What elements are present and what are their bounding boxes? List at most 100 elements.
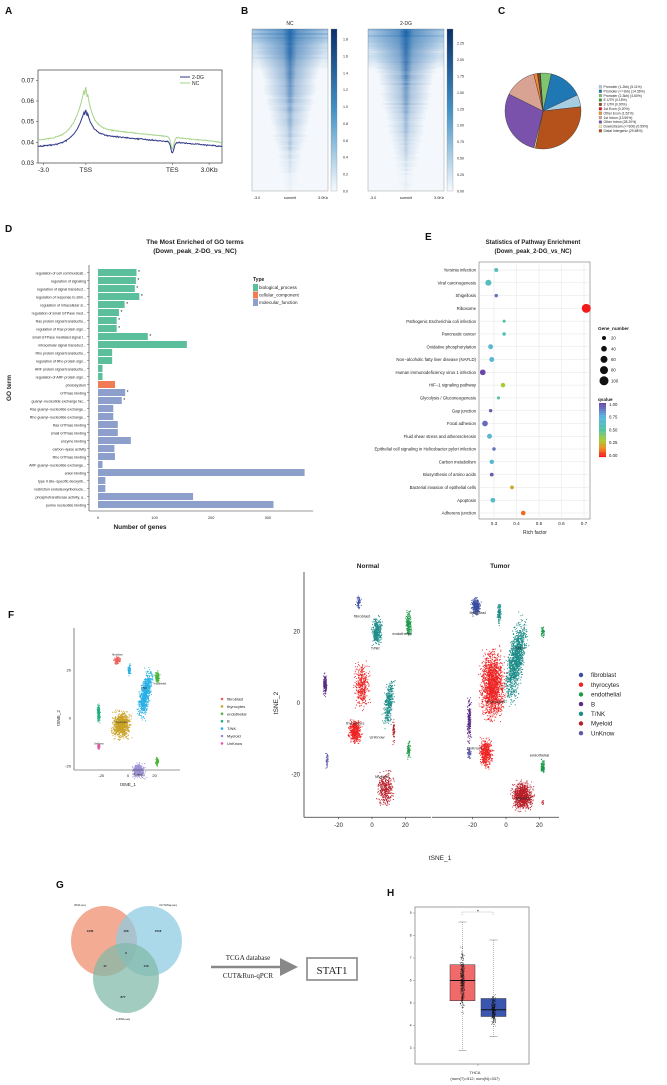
cell-point bbox=[354, 604, 357, 606]
significance-star: * bbox=[141, 294, 143, 300]
cell-point bbox=[373, 633, 375, 635]
cell-point bbox=[368, 685, 370, 688]
panel-e-pathway-dots: Statistics of Pathway Enrichment(Down_pe… bbox=[374, 240, 629, 536]
heatmap-row-band bbox=[252, 31, 328, 33]
heatmap-row-band bbox=[252, 49, 328, 51]
cell-point bbox=[151, 673, 153, 676]
cell-point bbox=[361, 672, 363, 674]
cell-point bbox=[409, 615, 411, 617]
cell-point bbox=[120, 719, 122, 721]
cell-point bbox=[138, 712, 141, 714]
cell-point bbox=[158, 680, 160, 682]
legend-dot bbox=[220, 727, 224, 730]
colorbar-tick-label: 1.00 bbox=[457, 124, 464, 128]
cell-point bbox=[152, 674, 154, 676]
heatmap-row bbox=[254, 37, 326, 39]
cluster-label: fibroblast bbox=[112, 653, 123, 657]
cluster-label: UnKnow bbox=[94, 741, 104, 745]
heatmap-row bbox=[278, 151, 302, 153]
cell-point bbox=[137, 712, 139, 715]
cell-point bbox=[118, 719, 120, 721]
cell-point bbox=[361, 726, 363, 728]
cell-point bbox=[347, 733, 349, 735]
panel-label-A: A bbox=[5, 6, 12, 17]
cell-point bbox=[360, 688, 362, 690]
colorbar-segment bbox=[599, 413, 606, 416]
cell-point bbox=[113, 738, 115, 740]
cell-point bbox=[156, 761, 159, 764]
heatmap-row bbox=[265, 101, 315, 103]
colorbar-tick-label: 0.4 bbox=[343, 156, 348, 160]
cell-point bbox=[110, 727, 113, 729]
cell-point bbox=[356, 597, 358, 599]
cell-point bbox=[131, 776, 134, 778]
cell-point bbox=[130, 724, 132, 726]
cell-point bbox=[114, 729, 116, 731]
cell-point bbox=[125, 728, 127, 730]
heatmap-row bbox=[273, 127, 307, 129]
cell-point bbox=[363, 691, 365, 693]
cell-point bbox=[157, 759, 159, 761]
cell-point bbox=[119, 727, 121, 729]
cell-point bbox=[134, 776, 136, 778]
cell-point bbox=[378, 635, 380, 637]
heatmap-row bbox=[277, 157, 303, 159]
cell-point bbox=[357, 681, 359, 683]
heatmap-row bbox=[256, 49, 324, 51]
category-label: guanyl−nucleotide exchange fac... bbox=[32, 400, 86, 404]
cell-point bbox=[367, 673, 369, 675]
cell-point bbox=[116, 660, 118, 662]
cell-point bbox=[144, 767, 146, 769]
heatmap-row bbox=[368, 35, 444, 37]
cell-point bbox=[128, 716, 130, 718]
heatmap-row bbox=[391, 147, 421, 149]
cell-point bbox=[377, 636, 379, 638]
cell-point bbox=[129, 670, 131, 673]
colorbar-tick-label: 0.6 bbox=[343, 139, 348, 143]
cell-point bbox=[140, 701, 142, 703]
pathway-label: Yersinia infection bbox=[444, 268, 477, 273]
heatmap-row bbox=[258, 63, 322, 65]
cluster-endothelial bbox=[154, 670, 161, 684]
cell-point bbox=[371, 632, 373, 634]
significance-star: * bbox=[138, 270, 140, 276]
cell-point bbox=[362, 668, 364, 670]
cell-point bbox=[379, 621, 381, 623]
colorbar-segment bbox=[599, 419, 606, 421]
heatmap-row bbox=[262, 87, 318, 89]
cell-point bbox=[115, 726, 117, 728]
cell-point bbox=[324, 690, 326, 692]
colorbar-segment bbox=[599, 455, 606, 458]
cell-point bbox=[358, 597, 360, 599]
category-label: type II site−specific deoxyrib... bbox=[38, 480, 86, 484]
cell-point bbox=[352, 730, 354, 732]
legend-label: Promoter (<=1kb) (14.36%) bbox=[604, 89, 645, 93]
size-legend-label: 80 bbox=[611, 368, 616, 373]
cell-point bbox=[115, 724, 117, 726]
pathway-dot bbox=[581, 303, 591, 313]
cell-point bbox=[359, 681, 361, 683]
colorbar-segment bbox=[599, 448, 606, 451]
cell-point bbox=[356, 666, 359, 668]
colorbar-tick-label: 0.25 bbox=[609, 440, 618, 445]
cell-point bbox=[374, 621, 376, 623]
cell-point bbox=[116, 662, 118, 664]
category-label: intracellular signal transduct... bbox=[38, 344, 86, 348]
cell-point bbox=[375, 630, 378, 632]
cell-point bbox=[355, 673, 357, 675]
y-tick-label: 0 bbox=[69, 716, 72, 721]
cell-point bbox=[128, 719, 130, 721]
cell-point bbox=[351, 730, 353, 733]
cell-point bbox=[119, 717, 121, 719]
heatmap-row bbox=[260, 67, 320, 69]
cell-point bbox=[352, 728, 355, 730]
cell-point bbox=[140, 699, 142, 701]
legend-swatch bbox=[598, 89, 602, 93]
significance-star: * bbox=[136, 286, 138, 292]
x-tick-label: TSS bbox=[80, 167, 93, 174]
cell-point bbox=[138, 710, 141, 712]
heatmap-row bbox=[254, 41, 326, 43]
bar bbox=[98, 437, 131, 444]
legend-swatch bbox=[598, 85, 602, 89]
